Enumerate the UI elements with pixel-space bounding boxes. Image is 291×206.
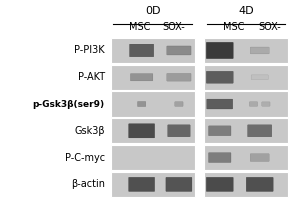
FancyBboxPatch shape: [129, 124, 155, 138]
FancyBboxPatch shape: [166, 177, 192, 191]
FancyBboxPatch shape: [129, 177, 155, 191]
Bar: [204, 38, 288, 63]
Bar: [204, 118, 288, 143]
Text: 0D: 0D: [145, 6, 161, 16]
FancyBboxPatch shape: [206, 42, 233, 59]
FancyBboxPatch shape: [167, 46, 191, 55]
FancyBboxPatch shape: [206, 71, 233, 83]
Text: SOX-: SOX-: [258, 22, 281, 32]
Bar: [204, 145, 288, 170]
FancyBboxPatch shape: [207, 99, 233, 109]
Bar: [204, 91, 288, 117]
FancyBboxPatch shape: [167, 73, 191, 81]
FancyBboxPatch shape: [209, 153, 231, 163]
Bar: [111, 118, 195, 143]
Bar: [111, 91, 195, 117]
FancyBboxPatch shape: [251, 75, 268, 80]
Bar: [111, 172, 195, 197]
Text: MSC: MSC: [129, 22, 151, 32]
FancyBboxPatch shape: [262, 102, 270, 106]
FancyBboxPatch shape: [130, 74, 153, 81]
Text: p-Gsk3β(ser9): p-Gsk3β(ser9): [33, 99, 105, 109]
Bar: [204, 65, 288, 90]
Text: β-actin: β-actin: [71, 179, 105, 189]
Text: 4D: 4D: [238, 6, 254, 16]
FancyBboxPatch shape: [250, 154, 269, 162]
FancyBboxPatch shape: [206, 177, 233, 191]
Bar: [111, 38, 195, 63]
Text: P-AKT: P-AKT: [78, 72, 105, 82]
Text: P-PI3K: P-PI3K: [74, 46, 105, 55]
FancyBboxPatch shape: [209, 126, 231, 136]
FancyBboxPatch shape: [175, 102, 183, 106]
Text: MSC: MSC: [223, 22, 244, 32]
FancyBboxPatch shape: [248, 125, 272, 137]
Bar: [111, 145, 195, 170]
FancyBboxPatch shape: [168, 125, 190, 137]
Text: SOX-: SOX-: [162, 22, 185, 32]
FancyBboxPatch shape: [249, 102, 258, 106]
FancyBboxPatch shape: [246, 177, 273, 191]
Text: P-C-myc: P-C-myc: [65, 153, 105, 163]
Bar: [111, 65, 195, 90]
FancyBboxPatch shape: [138, 102, 146, 107]
Text: Gsk3β: Gsk3β: [74, 126, 105, 136]
FancyBboxPatch shape: [129, 44, 154, 57]
FancyBboxPatch shape: [250, 47, 269, 54]
Bar: [204, 172, 288, 197]
